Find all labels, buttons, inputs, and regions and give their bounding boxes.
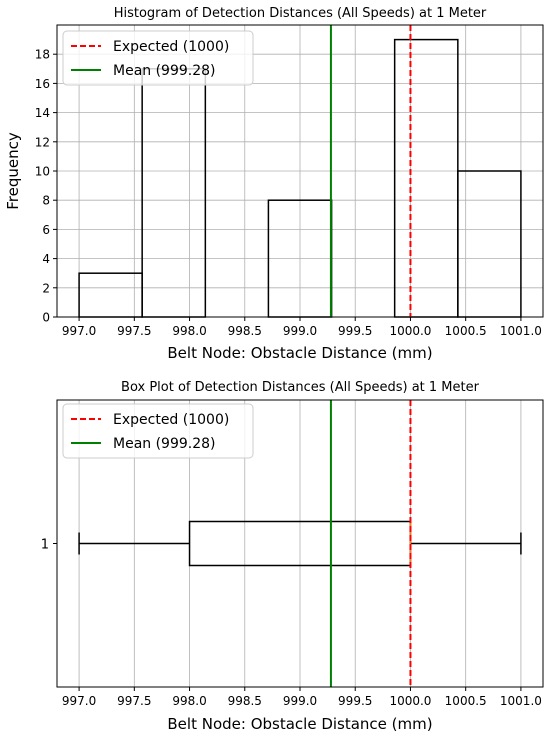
histogram-title: Histogram of Detection Distances (All Sp…	[114, 6, 487, 21]
histogram-panel: Histogram of Detection Distances (All Sp…	[4, 6, 544, 362]
boxplot-x-ticks: 997.0 997.5 998.0 998.5 999.0 999.5 1000.0 1000…	[62, 687, 542, 708]
boxplot-legend-mean-label: Mean (999.28)	[113, 436, 216, 452]
boxplot-panel: Box Plot of Detection Distances (All Spe…	[41, 380, 544, 733]
histogram-y-tick-label: 4	[42, 252, 50, 266]
histogram-legend: Expected (1000) Mean (999.28)	[62, 30, 254, 86]
histogram-x-ticks: 997.0 997.5 998.0 998.5 999.0 999.5 1000.0 1000…	[62, 317, 542, 338]
histogram-legend-expected-label: Expected (1000)	[113, 39, 229, 55]
histogram-y-tick-label: 0	[42, 311, 50, 325]
histogram-reference-lines	[329, 25, 412, 317]
histogram-x-tick-label: 1001.0	[500, 324, 542, 338]
histogram-x-tick-label: 998.5	[228, 324, 262, 338]
histogram-y-axis-label: Frequency	[4, 132, 22, 210]
boxplot-legend-expected-label: Expected (1000)	[113, 412, 229, 428]
boxplot-y-tick-label: 1	[41, 538, 49, 553]
boxplot-x-tick-label: 1001.0	[500, 694, 542, 708]
histogram-legend-box	[62, 30, 254, 86]
histogram-y-tick-label: 6	[42, 223, 50, 237]
histogram-x-tick-label: 998.0	[172, 324, 206, 338]
histogram-legend-mean-label: Mean (999.28)	[113, 63, 216, 79]
histogram-y-ticks: 0 2 4 6 8 10 12 14 16 18	[35, 48, 57, 325]
boxplot-x-tick-label: 998.5	[228, 694, 262, 708]
histogram-y-tick-label: 2	[42, 281, 50, 295]
boxplot-x-tick-label: 997.5	[117, 694, 151, 708]
boxplot-x-tick-label: 997.0	[62, 694, 96, 708]
histogram-y-tick-label: 8	[42, 194, 50, 208]
boxplot-title: Box Plot of Detection Distances (All Spe…	[121, 380, 480, 395]
boxplot-x-tick-label: 1000.0	[389, 694, 431, 708]
boxplot-box	[78, 520, 522, 567]
boxplot-reference-lines	[329, 400, 412, 687]
histogram-x-axis-label: Belt Node: Obstacle Distance (mm)	[167, 344, 432, 362]
histogram-y-tick-label: 18	[35, 48, 50, 62]
histogram-x-tick-label: 999.0	[283, 324, 317, 338]
histogram-bar	[393, 38, 459, 318]
boxplot-x-tick-label: 998.0	[172, 694, 206, 708]
histogram-y-tick-label: 12	[35, 135, 50, 149]
boxplot-legend-box	[62, 403, 254, 459]
boxplot-x-tick-label: 999.0	[283, 694, 317, 708]
histogram-x-tick-label: 999.5	[338, 324, 372, 338]
boxplot-x-axis-label: Belt Node: Obstacle Distance (mm)	[167, 715, 432, 733]
histogram-bar	[457, 170, 522, 318]
boxplot-y-ticks: 1	[41, 538, 57, 553]
histogram-x-tick-label: 1000.0	[389, 324, 431, 338]
boxplot-legend: Expected (1000) Mean (999.28)	[62, 403, 254, 459]
histogram-y-tick-label: 14	[35, 106, 50, 120]
histogram-bar	[78, 272, 143, 318]
boxplot-x-tick-label: 999.5	[338, 694, 372, 708]
histogram-x-tick-label: 997.0	[62, 324, 96, 338]
histogram-y-tick-label: 16	[35, 77, 50, 91]
histogram-y-tick-label: 10	[35, 165, 50, 179]
histogram-x-tick-label: 997.5	[117, 324, 151, 338]
histogram-bar	[267, 199, 333, 318]
histogram-bar	[141, 68, 207, 318]
histogram-x-tick-label: 1000.5	[445, 324, 487, 338]
boxplot-x-tick-label: 1000.5	[445, 694, 487, 708]
